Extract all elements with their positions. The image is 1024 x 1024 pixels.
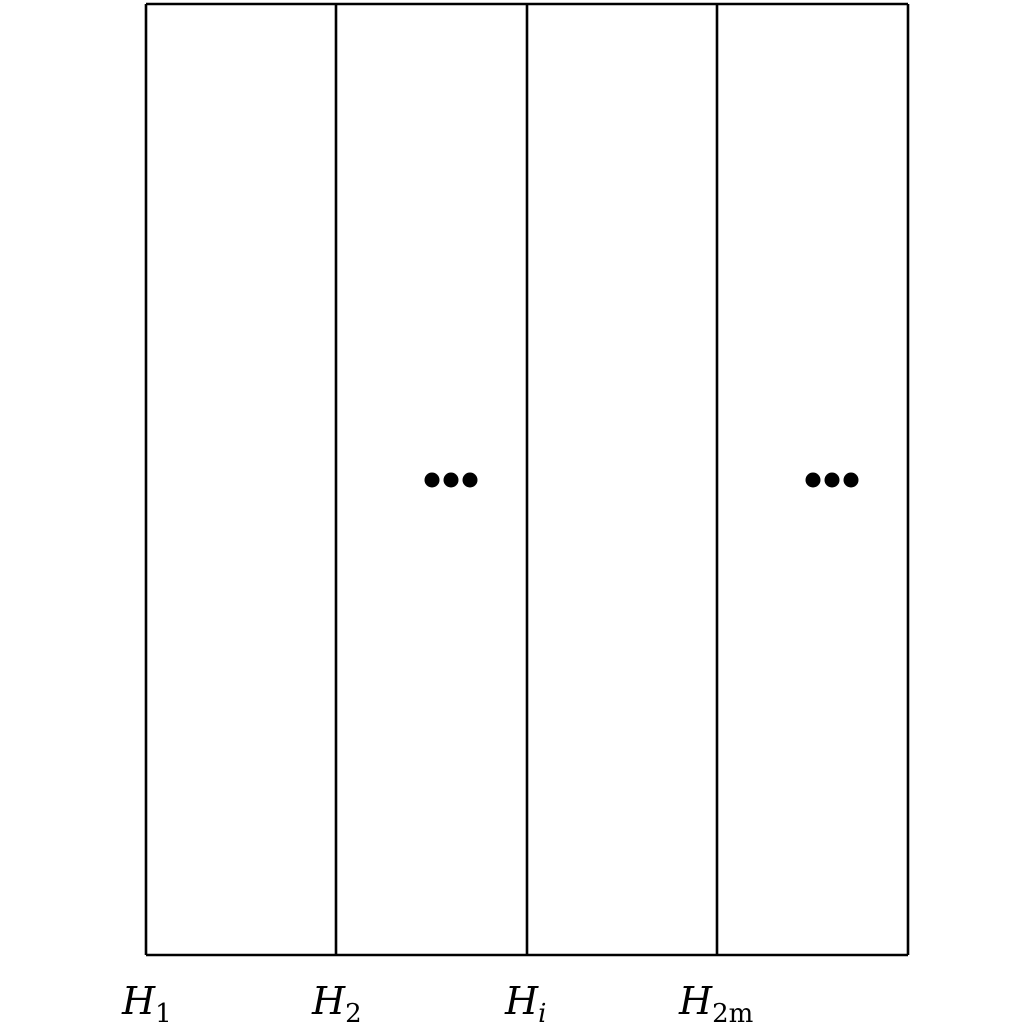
dot	[443, 472, 459, 488]
label-hi: Hi	[504, 979, 546, 1024]
dot	[462, 472, 478, 488]
dot	[824, 472, 840, 488]
ellipsis-dots-left	[424, 472, 478, 488]
label-hi-base: H	[504, 979, 539, 1023]
dot	[805, 472, 821, 488]
label-h1-subscript: 1	[155, 999, 172, 1024]
dot	[843, 472, 859, 488]
dot	[424, 472, 440, 488]
label-h1: H1	[121, 979, 172, 1024]
label-h2m-base: H	[678, 979, 713, 1023]
label-h2-subscript: 2	[345, 999, 362, 1024]
label-h2-base: H	[311, 979, 346, 1023]
ellipsis-dots-right	[805, 472, 859, 488]
label-h2m: H2m	[678, 979, 753, 1024]
label-h1-base: H	[121, 979, 156, 1023]
label-hi-subscript: i	[538, 999, 546, 1024]
label-h2: H2	[311, 979, 362, 1024]
label-h2m-subscript: 2m	[712, 999, 753, 1024]
